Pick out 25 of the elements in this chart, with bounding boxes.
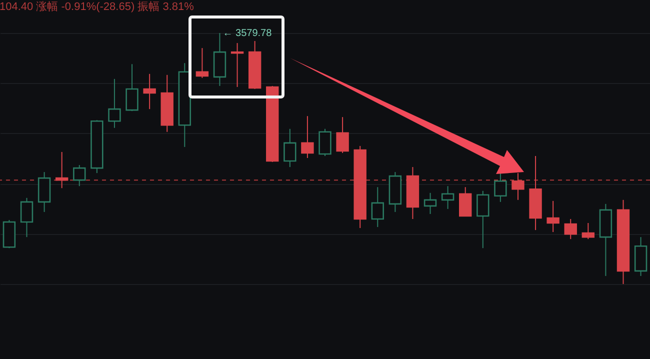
annotation: ← 3579.78 xyxy=(222,28,272,39)
candlestick xyxy=(55,151,68,189)
candlestick xyxy=(512,172,524,200)
candlestick xyxy=(494,172,507,202)
candlestick xyxy=(459,186,472,217)
candlestick xyxy=(126,64,138,112)
candlestick xyxy=(441,186,454,210)
candlestick xyxy=(108,78,121,128)
candlestick xyxy=(564,218,577,240)
candlestick xyxy=(143,73,156,110)
candlestick xyxy=(546,200,560,233)
candlestick xyxy=(20,197,34,238)
candlestick xyxy=(301,116,314,158)
candlestick xyxy=(196,48,209,78)
candlestick xyxy=(230,42,244,88)
candlestick xyxy=(318,128,332,156)
candlestick xyxy=(424,192,437,214)
candlestick xyxy=(336,116,349,154)
candlestick xyxy=(73,164,86,187)
candlestick xyxy=(371,186,384,228)
candlestick xyxy=(476,190,490,249)
candlestick xyxy=(284,128,296,168)
chart-title: 104.40 涨幅 -0.91%(-28.65) 振幅 3.81% xyxy=(0,1,194,13)
candlestick xyxy=(582,222,595,240)
candlestick xyxy=(38,172,51,212)
